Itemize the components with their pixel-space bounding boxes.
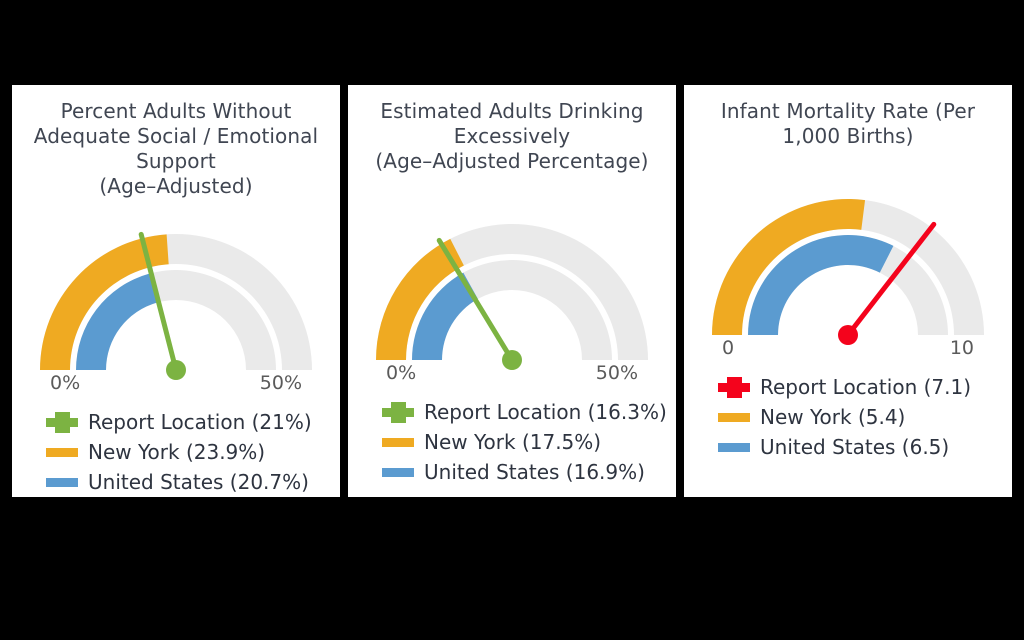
legend-swatch-united-states xyxy=(46,469,78,495)
axis-min-label: 0% xyxy=(386,362,417,384)
gauge-panel: Percent Adults Without Adequate Social / … xyxy=(12,85,340,497)
gauge-axis-labels: 0% 50% xyxy=(348,362,676,384)
legend-marker-icon xyxy=(727,377,742,398)
panel-title-line: Support xyxy=(136,149,216,173)
panel-title-line: Adequate Social / Emotional xyxy=(33,124,319,148)
legend-item-label: Report Location (16.3%) xyxy=(424,400,667,424)
legend-line-icon xyxy=(718,443,750,452)
gauge-needle xyxy=(138,231,179,373)
gauge-arc-united-states xyxy=(76,273,158,370)
legend-item-united-states[interactable]: United States (20.7%) xyxy=(46,467,340,497)
panel-title-line: Infant Mortality Rate (Per xyxy=(720,99,976,123)
legend-item-label: New York (17.5%) xyxy=(424,430,602,454)
panel-title: Percent Adults Without Adequate Social / … xyxy=(12,85,340,199)
gauge-needle-hub xyxy=(502,350,522,370)
gauge-needle-hub xyxy=(166,360,186,380)
legend-line-icon xyxy=(46,478,78,487)
panel-title-line: 1,000 Births) xyxy=(782,124,914,148)
axis-max-label: 10 xyxy=(949,337,974,359)
legend-item-label: Report Location (21%) xyxy=(88,410,312,434)
gauge-area xyxy=(12,202,340,402)
legend-swatch-new-york xyxy=(46,439,78,465)
panel-title-line: (Age–Adjusted Percentage) xyxy=(375,149,649,173)
axis-max-label: 50% xyxy=(595,362,638,384)
gauge-axis-labels: 0 10 xyxy=(684,337,1012,359)
legend-item-label: United States (16.9%) xyxy=(424,460,645,484)
gauge-area xyxy=(348,192,676,392)
legend-item-united-states[interactable]: United States (6.5) xyxy=(718,432,1012,462)
panel-title: Infant Mortality Rate (Per 1,000 Births) xyxy=(684,85,1012,149)
gauge-arc-new-york xyxy=(376,238,464,360)
legend-line-icon xyxy=(382,468,414,477)
panel-title-line: Percent Adults Without xyxy=(60,99,292,123)
legend-item-new-york[interactable]: New York (17.5%) xyxy=(382,427,676,457)
gauge-legend: Report Location (21%) New York (23.9%) Uni… xyxy=(12,407,340,497)
gauge-area xyxy=(684,167,1012,367)
gauge-axis-labels: 0% 50% xyxy=(12,372,340,394)
legend-swatch-report-location xyxy=(718,374,750,400)
legend-item-report-location[interactable]: Report Location (21%) xyxy=(46,407,340,437)
legend-line-icon xyxy=(46,448,78,457)
gauge-legend: Report Location (7.1) New York (5.4) Unite… xyxy=(684,372,1012,462)
legend-line-icon xyxy=(718,413,750,422)
gauge-arc-united-states xyxy=(412,272,478,360)
legend-item-report-location[interactable]: Report Location (7.1) xyxy=(718,372,1012,402)
legend-item-label: New York (23.9%) xyxy=(88,440,266,464)
panel-title-line: Estimated Adults Drinking xyxy=(380,99,644,123)
gauge-dial xyxy=(376,224,648,370)
gauge-arc-united-states xyxy=(748,235,894,335)
legend-item-label: United States (20.7%) xyxy=(88,470,309,494)
gauge-arc-new-york xyxy=(40,234,169,370)
legend-line-icon xyxy=(382,438,414,447)
gauge-panel-group: Percent Adults Without Adequate Social / … xyxy=(0,85,1024,497)
legend-swatch-report-location xyxy=(382,399,414,425)
legend-swatch-united-states xyxy=(718,434,750,460)
legend-item-label: Report Location (7.1) xyxy=(760,375,972,399)
gauge-panel: Infant Mortality Rate (Per 1,000 Births) 0… xyxy=(684,85,1012,497)
gauge-legend: Report Location (16.3%) New York (17.5%) U… xyxy=(348,397,676,487)
legend-item-new-york[interactable]: New York (5.4) xyxy=(718,402,1012,432)
legend-swatch-new-york xyxy=(718,404,750,430)
gauge-needle-hub xyxy=(838,325,858,345)
legend-item-label: New York (5.4) xyxy=(760,405,906,429)
legend-marker-icon xyxy=(391,402,406,423)
gauge-panel: Estimated Adults Drinking Excessively (Age… xyxy=(348,85,676,497)
panel-title-line: Excessively xyxy=(453,124,571,148)
gauge-needle xyxy=(845,221,937,338)
axis-max-label: 50% xyxy=(259,372,302,394)
legend-item-label: United States (6.5) xyxy=(760,435,950,459)
legend-swatch-new-york xyxy=(382,429,414,455)
gauge-dial xyxy=(712,199,984,345)
gauge-needle xyxy=(436,237,515,363)
gauge-arc-new-york xyxy=(712,199,866,335)
panel-title-line: (Age–Adjusted) xyxy=(99,174,253,198)
legend-item-united-states[interactable]: United States (16.9%) xyxy=(382,457,676,487)
legend-item-new-york[interactable]: New York (23.9%) xyxy=(46,437,340,467)
panel-title: Estimated Adults Drinking Excessively (Age… xyxy=(348,85,676,174)
legend-item-report-location[interactable]: Report Location (16.3%) xyxy=(382,397,676,427)
legend-swatch-report-location xyxy=(46,409,78,435)
legend-marker-icon xyxy=(55,412,70,433)
axis-min-label: 0 xyxy=(722,337,735,359)
legend-swatch-united-states xyxy=(382,459,414,485)
gauge-dial xyxy=(40,231,312,380)
axis-min-label: 0% xyxy=(50,372,81,394)
